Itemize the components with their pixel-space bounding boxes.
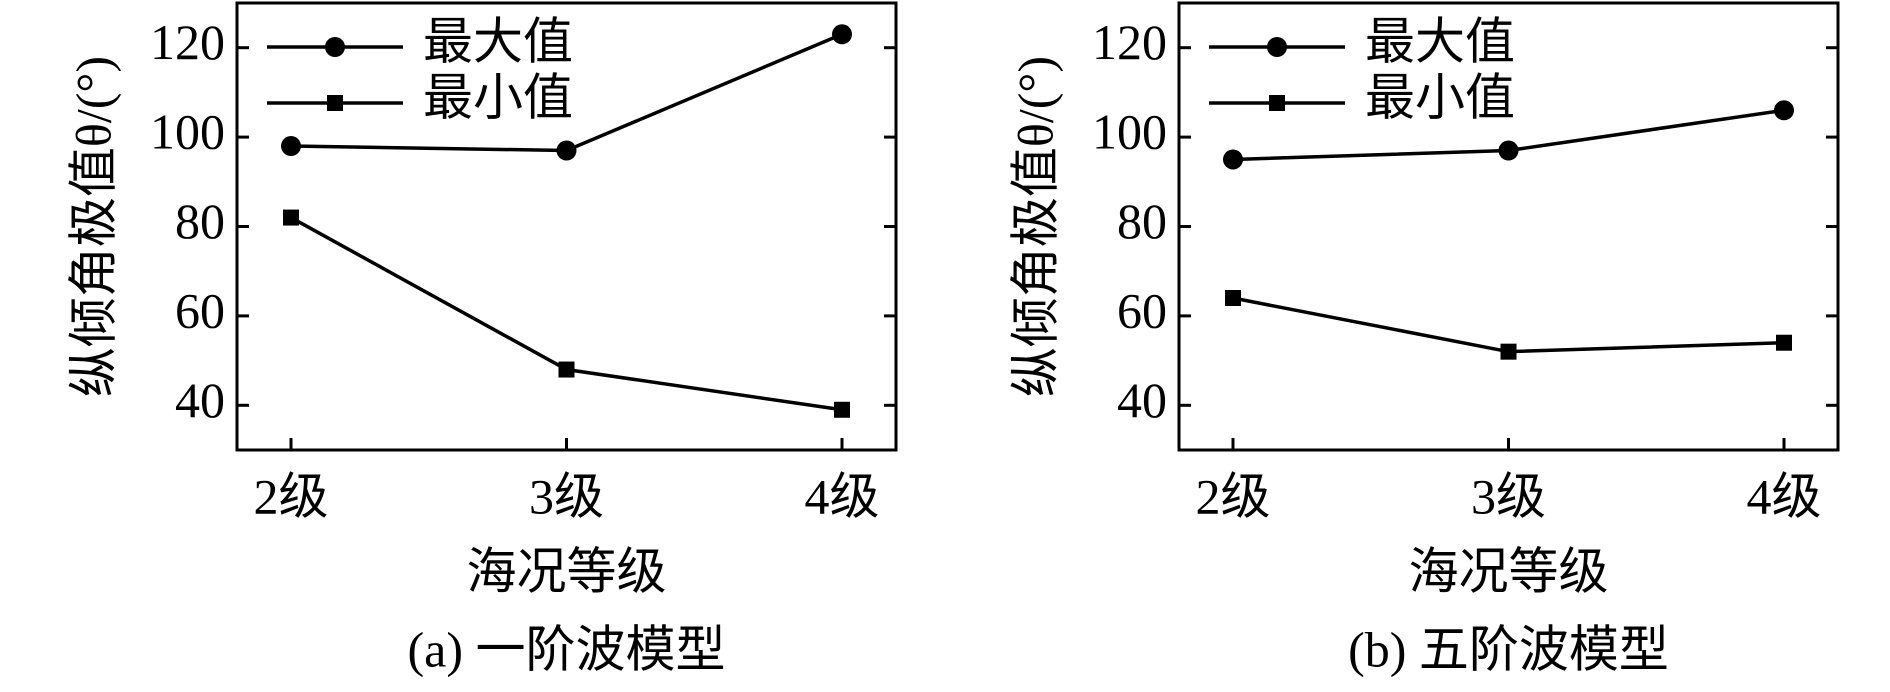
- data-point: [834, 401, 850, 418]
- x-tick-label: 3级: [529, 468, 604, 524]
- x-tick-label: 4级: [1747, 468, 1822, 524]
- y-tick-label: 100: [1092, 104, 1167, 160]
- legend-label: 最大值: [423, 13, 573, 69]
- data-point: [1498, 140, 1519, 161]
- data-point: [558, 361, 575, 378]
- data-point: [1500, 343, 1517, 360]
- x-tick-label: 3级: [1471, 468, 1546, 524]
- x-tick-label: 4级: [805, 468, 880, 524]
- legend-label: 最小值: [1365, 69, 1515, 125]
- y-tick-label: 120: [150, 14, 225, 70]
- legend-label: 最小值: [423, 69, 573, 125]
- data-point: [1776, 334, 1792, 351]
- y-axis-label: 纵倾角极值θ/(°): [1007, 56, 1063, 397]
- caption: (a) 一阶波模型: [408, 621, 726, 677]
- series-line: [290, 216, 843, 412]
- data-point: [1223, 149, 1243, 170]
- y-tick-label: 100: [150, 104, 225, 160]
- legend-label: 最大值: [1365, 13, 1515, 69]
- legend-marker: [1269, 95, 1285, 111]
- x-axis-label: 海况等级: [1409, 543, 1609, 599]
- y-tick-label: 80: [1117, 193, 1167, 249]
- y-tick-label: 60: [175, 282, 225, 338]
- y-tick-label: 60: [1117, 282, 1167, 338]
- series-line: [1232, 296, 1785, 354]
- y-tick-label: 40: [1117, 372, 1167, 428]
- x-tick-label: 2级: [1196, 468, 1271, 524]
- data-point: [281, 136, 301, 157]
- legend-marker: [327, 95, 343, 111]
- legend-marker: [325, 37, 345, 57]
- caption: (b) 五阶波模型: [1348, 621, 1669, 677]
- x-axis-label: 海况等级: [467, 543, 667, 599]
- data-point: [556, 140, 577, 161]
- data-point: [1774, 100, 1794, 121]
- y-axis-label: 纵倾角极值θ/(°): [65, 56, 121, 397]
- data-point: [1225, 290, 1241, 307]
- legend-marker: [1267, 37, 1287, 57]
- data-point: [832, 24, 852, 45]
- x-tick-label: 2级: [254, 468, 329, 524]
- y-tick-label: 120: [1092, 14, 1167, 70]
- y-tick-label: 40: [175, 372, 225, 428]
- data-point: [283, 209, 299, 226]
- y-tick-label: 80: [175, 193, 225, 249]
